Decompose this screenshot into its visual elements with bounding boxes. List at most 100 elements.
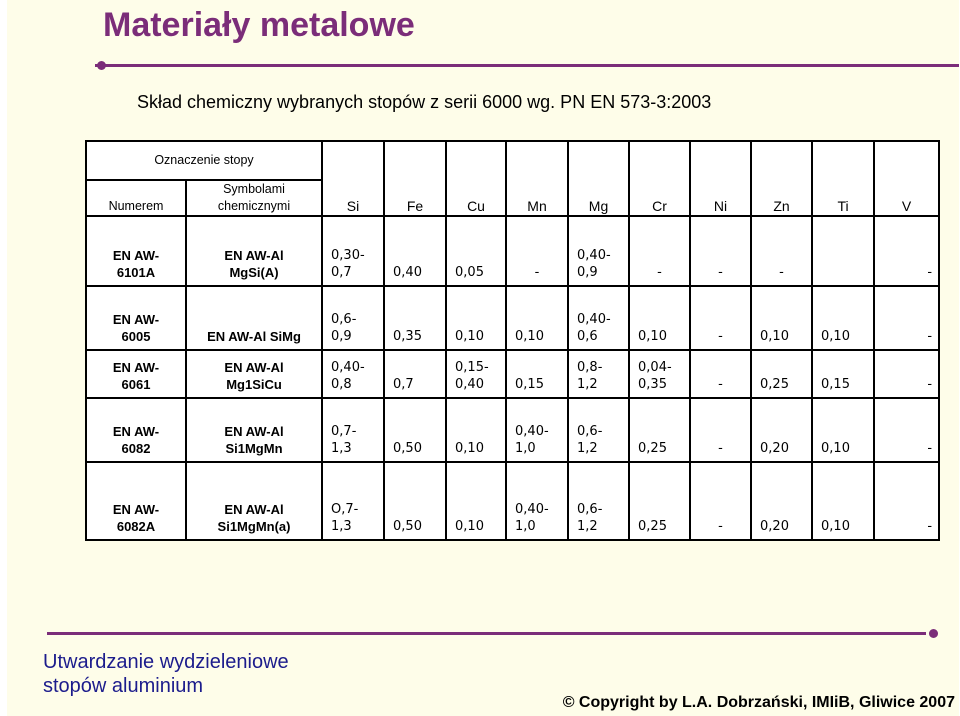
cell-value-line: 0,9 <box>331 329 352 344</box>
cell-v: - <box>873 215 941 287</box>
cell-value-line: 0,10 <box>455 441 484 456</box>
cell-value-line <box>752 247 811 264</box>
cell-cu: 0,10 <box>445 285 508 351</box>
cell-value-line <box>393 501 445 518</box>
cell-value-line: 1,2 <box>577 519 598 534</box>
table-row: EN AW- 6061 EN AW-Al Mg1SiCu 0,40- 0,8 0,7 0,1… <box>85 349 941 399</box>
cell-value-line: - <box>718 329 723 344</box>
cell-value-line: 0,9 <box>577 265 598 280</box>
cell-value-line <box>393 247 445 264</box>
cell-value-line: 0,8- <box>577 360 603 375</box>
cell-zn: 0,25 <box>750 349 814 399</box>
cell-value-line: 0,10 <box>455 329 484 344</box>
cell-fe: 0,50 <box>383 461 448 541</box>
cell-value-line: 0,30- <box>331 248 365 263</box>
cell-value-line <box>455 423 505 440</box>
cell-symbol: EN AW-Al SiMg <box>184 285 324 351</box>
cell-value-line: 0,50 <box>393 519 422 534</box>
cell-cr: 0,25 <box>628 397 692 463</box>
cell-numer-line: 6005 <box>121 329 151 344</box>
header-element-cr: Cr <box>628 180 692 217</box>
cell-numer: EN AW- 6082 <box>85 397 187 463</box>
cell-numer-line: 6082 <box>121 441 151 456</box>
title-divider <box>95 64 959 67</box>
cell-value-line <box>515 359 567 376</box>
cell-ti: 0,15 <box>811 349 876 399</box>
cell-v: - <box>873 285 941 351</box>
cell-value-line: - <box>718 265 723 280</box>
cell-value-line: 1,2 <box>577 441 598 456</box>
header-element-zn: Zn <box>750 180 814 217</box>
cell-numer-line: EN AW- <box>112 312 160 327</box>
cell-ni: - <box>689 397 753 463</box>
header-element-v: V <box>873 180 941 217</box>
cell-ni: - <box>689 349 753 399</box>
cell-mg: 0,40- 0,9 <box>567 215 631 287</box>
table-row: EN AW- 6005 EN AW-Al SiMg 0,6- 0,9 0,35 0,1… <box>85 285 941 351</box>
cell-value-line <box>393 359 445 376</box>
cell-value-line: 1,2 <box>577 377 598 392</box>
cell-value-line: 0,40- <box>331 360 365 375</box>
footer-copyright: © Copyright by L.A. Dobrzański, IMIiB, G… <box>562 694 955 711</box>
cell-fe: 0,40 <box>383 215 448 287</box>
cell-symbol-line: Si1MgMn(a) <box>217 519 291 534</box>
header-symbolami-line2: chemicznymi <box>217 199 291 213</box>
header-symbolami-line1: Symbolami <box>223 182 285 196</box>
cell-value-line <box>821 423 873 440</box>
footer-topic-line1: Utwardzanie wydzieleniowe <box>43 651 289 673</box>
cell-value-line <box>821 359 873 376</box>
cell-value-line: O,7- <box>331 502 359 517</box>
cell-mg: 0,40- 0,6 <box>567 285 631 351</box>
cell-value-line: - <box>718 377 723 392</box>
cell-value-line: 0,25 <box>638 519 667 534</box>
cell-value-line: - <box>927 441 933 456</box>
cell-numer: EN AW- 6082A <box>85 461 187 541</box>
cell-value-line: 0,8 <box>331 377 352 392</box>
cell-value-line <box>821 264 873 281</box>
header-element-ti: Ti <box>811 180 876 217</box>
cell-numer-line: EN AW- <box>112 360 160 375</box>
cell-value-line <box>691 501 750 518</box>
cell-value-line: - <box>927 519 933 534</box>
cell-symbol-line: EN AW-Al <box>224 424 284 439</box>
cell-ni: - <box>689 285 753 351</box>
cell-value-line: - <box>718 519 723 534</box>
cell-symbol: EN AW-Al MgSi(A) <box>184 215 324 287</box>
cell-si: 0,30- 0,7 <box>321 215 386 287</box>
cell-mg: 0,8- 1,2 <box>567 349 631 399</box>
slide: Materiały metalowe Skład chemiczny wybra… <box>7 0 959 716</box>
cell-value-line: 0,40- <box>577 312 611 327</box>
footer-topic: Utwardzanie wydzieleniowe stopów alumini… <box>43 650 289 698</box>
cell-si: 0,40- 0,8 <box>321 349 386 399</box>
cell-value-line <box>455 501 505 518</box>
header-oznaczenie: Oznaczenie stopy <box>84 140 324 181</box>
cell-symbol: EN AW-Al Si1MgMn <box>184 397 324 463</box>
cell-value-line: 0,35 <box>393 329 422 344</box>
cell-cr: 0,04- 0,35 <box>628 349 692 399</box>
cell-value-line: 0,6- <box>577 424 603 439</box>
table-row: EN AW- 6082A EN AW-Al Si1MgMn(a) O,7- 1,3 0,5… <box>85 461 941 541</box>
cell-v: - <box>873 349 941 399</box>
cell-ni: - <box>689 461 753 541</box>
cell-value-line: 0,25 <box>760 377 789 392</box>
cell-value-line <box>630 247 689 264</box>
composition-table: Oznaczenie stopy Numerem Symbolami chemi… <box>84 140 941 541</box>
cell-cu: 0,05 <box>445 215 508 287</box>
cell-value-line <box>875 247 932 264</box>
cell-value-line: - <box>779 265 784 280</box>
cell-symbol: EN AW-Al Mg1SiCu <box>184 349 324 399</box>
cell-value-line: 1,0 <box>515 441 536 456</box>
cell-value-line: 0,7 <box>393 377 414 392</box>
cell-value-line <box>393 423 445 440</box>
cell-value-line: 0,6 <box>577 329 598 344</box>
cell-value-line: 0,10 <box>638 329 667 344</box>
cell-numer-line: 6082A <box>116 519 156 534</box>
cell-value-line: 0,6- <box>331 312 357 327</box>
cell-value-line: - <box>927 329 933 344</box>
cell-value-line <box>760 501 811 518</box>
cell-value-line: 0,40- <box>515 424 549 439</box>
slide-subtitle: Skład chemiczny wybranych stopów z serii… <box>137 92 712 112</box>
cell-value-line: 0,20 <box>760 519 789 534</box>
cell-value-line <box>821 311 873 328</box>
cell-cu: 0,15- 0,40 <box>445 349 508 399</box>
